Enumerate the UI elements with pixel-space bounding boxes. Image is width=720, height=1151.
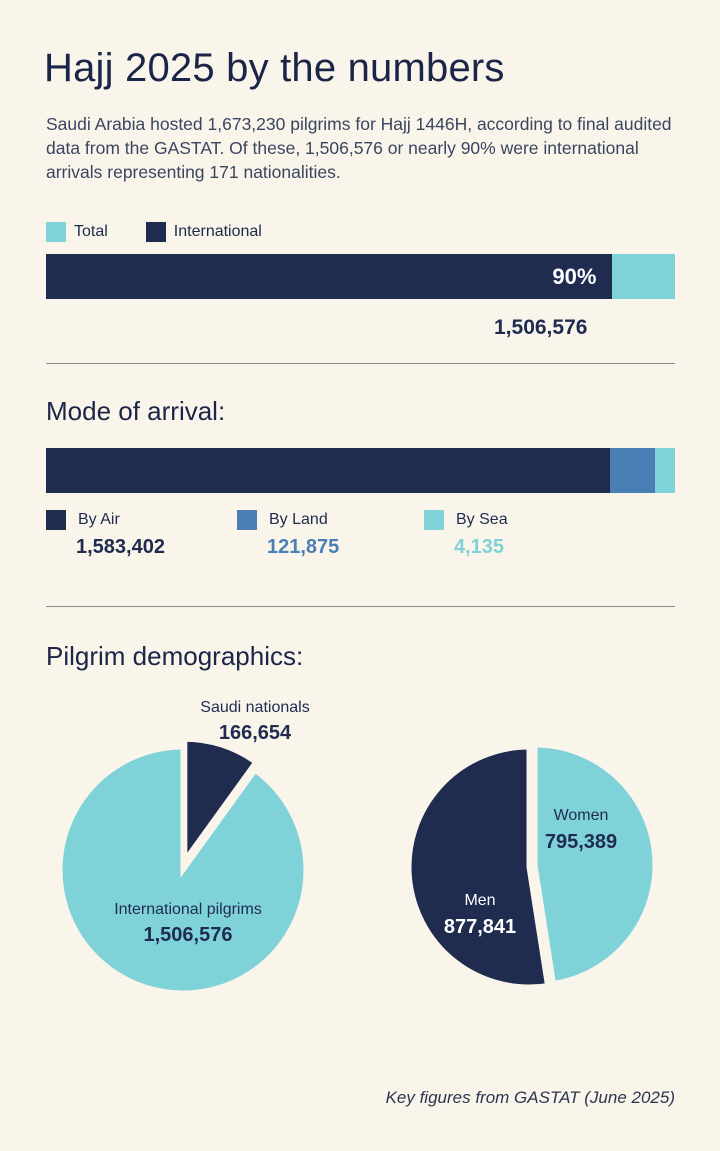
legend-item-total: Total — [46, 222, 108, 242]
pie-value-men: 877,841 — [444, 916, 516, 938]
mode-label-air: By Air — [78, 511, 120, 528]
pie-value-women: 795,389 — [545, 831, 617, 853]
mode-item-sea: By Sea 4,135 — [424, 510, 508, 559]
mode-item-air: By Air 1,583,402 — [46, 510, 165, 559]
mode-label-land: By Land — [269, 511, 328, 528]
share-legend: Total International — [46, 222, 300, 242]
mode-value-air: 1,583,402 — [76, 536, 165, 558]
pie-value-saudi-nationals: 166,654 — [219, 722, 292, 744]
source-note: Key figures from GASTAT (June 2025) — [385, 1088, 675, 1107]
international-percent-label: 90% — [552, 264, 597, 289]
mode-label-sea: By Sea — [456, 511, 508, 528]
legend-swatch-total — [46, 222, 66, 242]
mode-item-land: By Land 121,875 — [237, 510, 339, 559]
legend-label-international: International — [173, 223, 262, 240]
divider — [46, 606, 675, 607]
mode-of-arrival-bar — [46, 448, 675, 493]
pie-label-men: Men — [464, 892, 495, 909]
demographics-pies: Saudi nationals 166,654 International pilg… — [57, 699, 658, 996]
pie-value-international-pilgrims: 1,506,576 — [144, 924, 233, 946]
pie-slice-saudi-nationals — [182, 736, 260, 869]
pie-label-international-pilgrims: International pilgrims — [114, 901, 262, 918]
pie-label-saudi-nationals: Saudi nationals — [200, 699, 309, 716]
international-value-label: 1,506,576 — [494, 316, 588, 339]
demographics-title: Pilgrim demographics: — [46, 641, 304, 671]
legend-swatch-sea — [424, 510, 444, 530]
page-title: Hajj 2025 by the numbers — [44, 46, 505, 90]
international-bar — [46, 254, 613, 299]
bar-segment-land — [610, 448, 655, 493]
pie-label-women: Women — [554, 807, 609, 824]
intro-text: Saudi Arabia hosted 1,673,230 pilgrims f… — [46, 114, 672, 182]
bar-segment-air — [46, 448, 611, 493]
legend-item-international: International — [145, 222, 262, 242]
divider — [46, 363, 675, 364]
pie-slice-women — [532, 742, 658, 987]
mode-value-land: 121,875 — [267, 536, 340, 558]
bar-segment-sea — [654, 448, 675, 493]
mode-of-arrival-title: Mode of arrival: — [46, 396, 226, 426]
mode-value-sea: 4,135 — [454, 536, 505, 558]
legend-label-total: Total — [74, 223, 108, 240]
pie-slice-men — [406, 744, 551, 990]
legend-swatch-international — [145, 222, 166, 242]
total-bar: 90% — [46, 254, 675, 299]
legend-swatch-land — [237, 510, 257, 530]
legend-swatch-air — [46, 510, 66, 530]
pie-slice-international-pilgrims — [57, 744, 309, 996]
